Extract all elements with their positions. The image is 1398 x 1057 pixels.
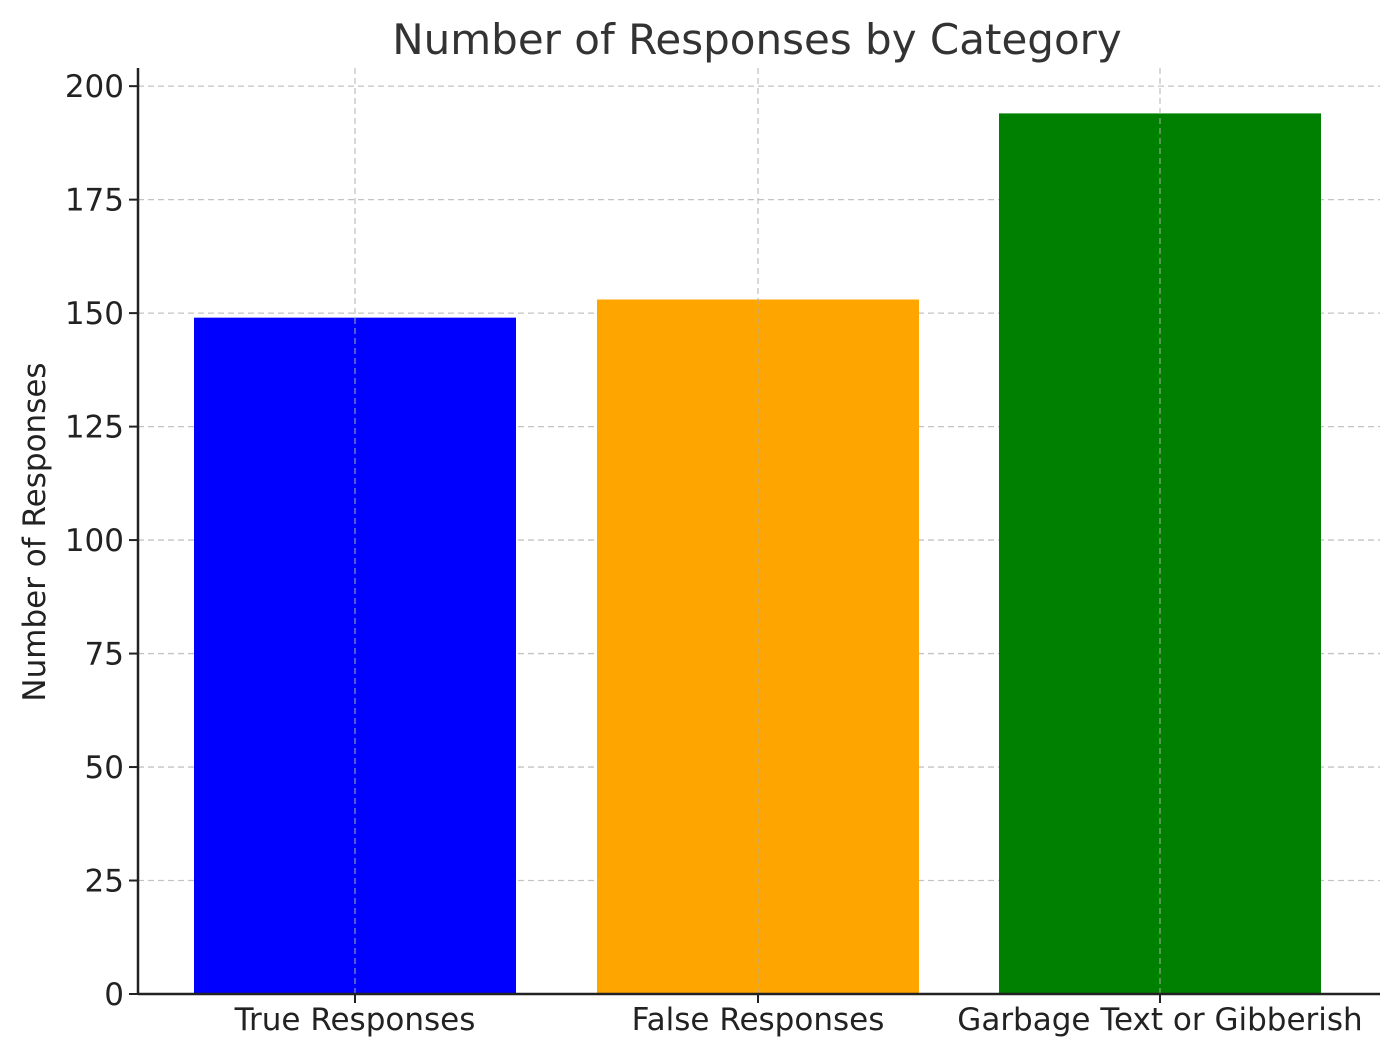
y-tick-label: 200: [65, 69, 124, 105]
y-tick-label: 50: [85, 750, 124, 786]
chart-title: Number of Responses by Category: [392, 15, 1122, 64]
y-axis-label: Number of Responses: [17, 362, 53, 701]
y-tick-label: 125: [65, 410, 124, 446]
x-tick-label: True Responses: [234, 1002, 476, 1038]
ticks-layer: 0 25 50 75 100 125 150 175 200 True Responses Fals…: [65, 69, 1363, 1038]
bars-layer: [194, 68, 1321, 995]
y-tick-label: 25: [85, 864, 124, 900]
x-tick-label: Garbage Text or Gibberish: [957, 1002, 1362, 1038]
y-tick-label: 100: [65, 523, 124, 559]
y-tick-label: 150: [65, 296, 124, 332]
y-tick-label: 75: [85, 637, 124, 673]
x-tick-label: False Responses: [632, 1002, 885, 1038]
y-tick-label: 0: [104, 977, 124, 1013]
y-tick-label: 175: [65, 183, 124, 219]
